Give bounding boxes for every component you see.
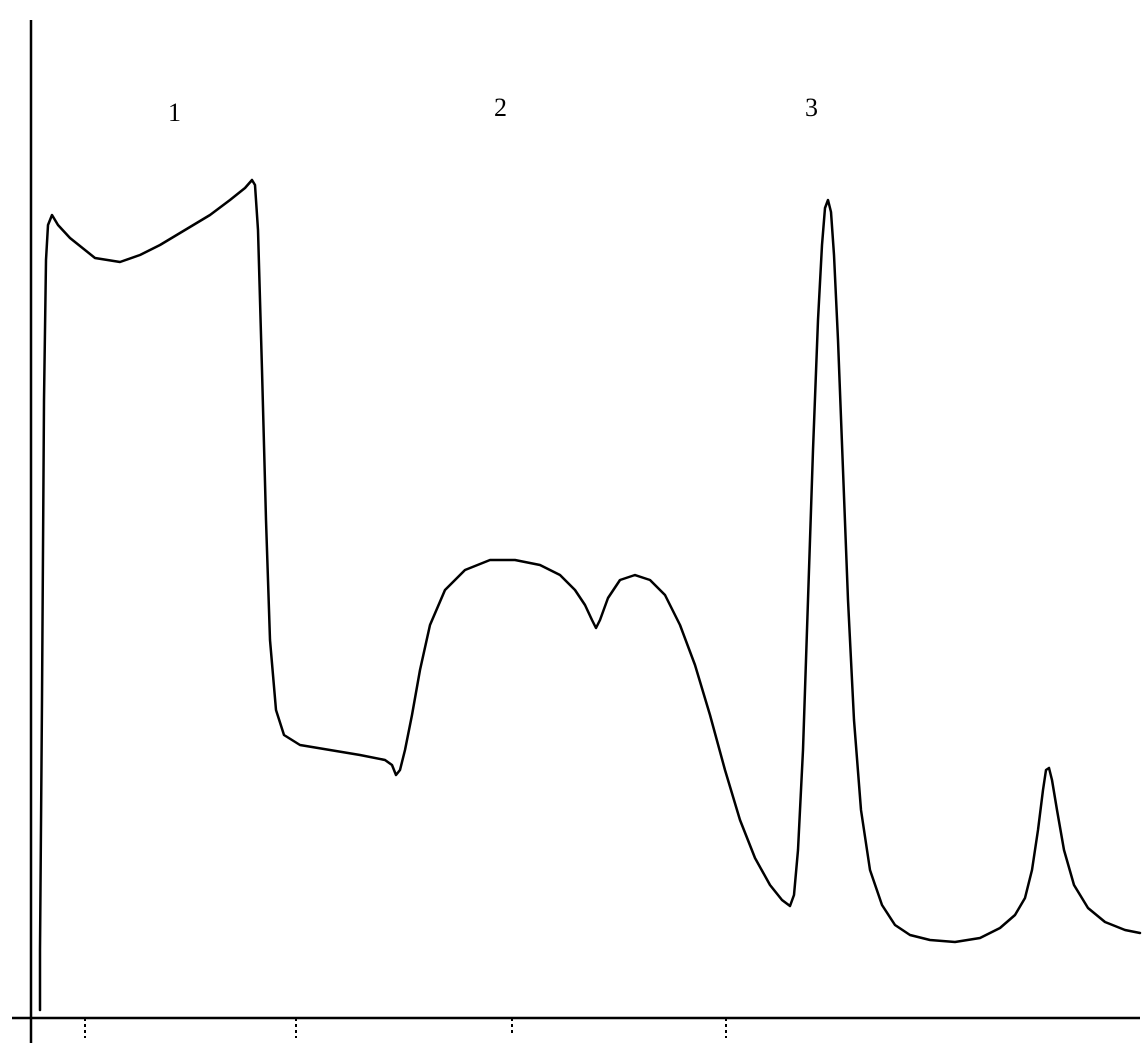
peak-label-2: 2 [494,93,507,123]
chromatogram-chart: 1 2 3 [0,0,1147,1053]
chart-svg [0,0,1147,1053]
peak-label-1: 1 [168,98,181,128]
peak-label-3: 3 [805,93,818,123]
